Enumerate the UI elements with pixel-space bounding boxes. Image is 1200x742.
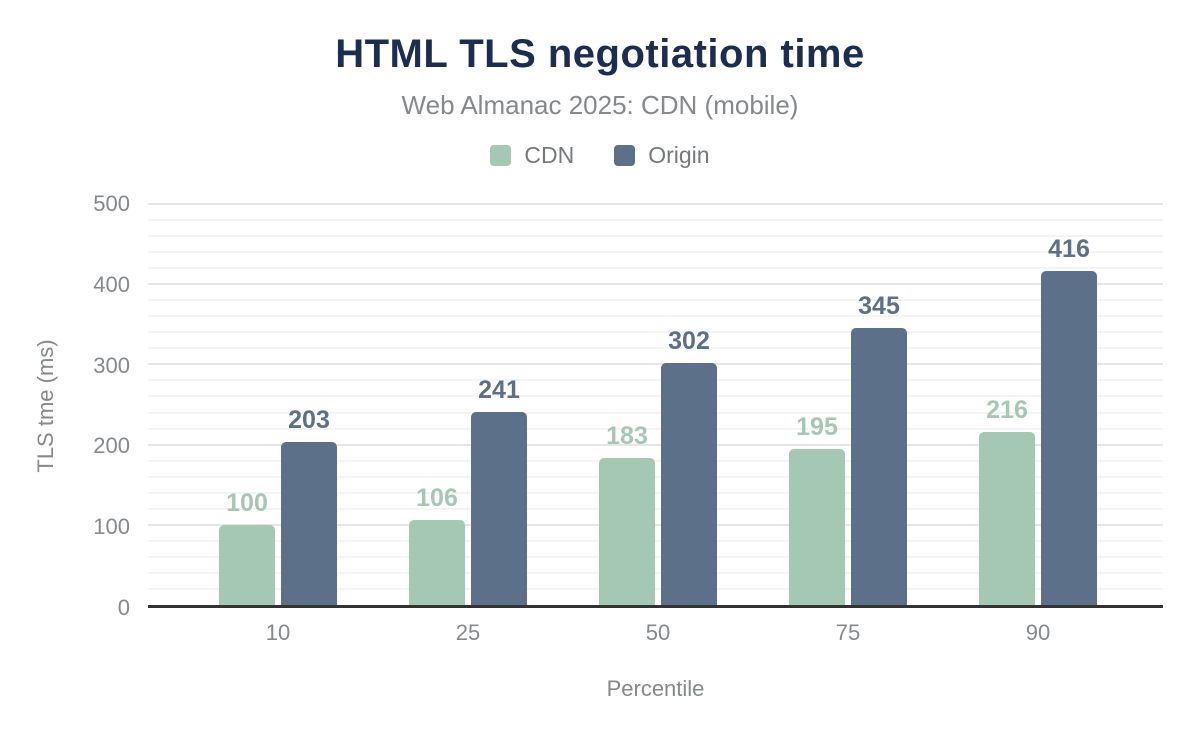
- value-label-origin: 345: [858, 292, 900, 321]
- value-label-origin: 241: [478, 375, 520, 404]
- legend-label-origin: Origin: [648, 142, 710, 168]
- bar-origin: [471, 411, 527, 605]
- bar-wrap-cdn: 183: [599, 204, 655, 605]
- x-tick-label: 25: [455, 620, 481, 645]
- bar-wrap-origin: 203: [281, 204, 337, 605]
- gridline-major: [148, 443, 1163, 446]
- value-label-cdn: 195: [796, 412, 838, 441]
- y-tick-label: 0: [117, 595, 130, 620]
- gridline-minor: [148, 411, 1163, 414]
- gridline-major: [148, 523, 1163, 526]
- bar-origin: [281, 442, 337, 605]
- bar-group-75: 195 345 75: [753, 204, 943, 645]
- gridline-minor: [148, 347, 1163, 350]
- bar-origin: [661, 362, 717, 605]
- bar-wrap-origin: 241: [471, 204, 527, 605]
- gridline-minor: [148, 491, 1163, 494]
- gridline-minor: [148, 267, 1163, 270]
- x-tick-label: 10: [265, 620, 291, 645]
- bar-cdn: [979, 431, 1035, 605]
- y-tick-label: 100: [93, 514, 130, 540]
- value-label-cdn: 183: [606, 422, 648, 451]
- gridline-minor: [148, 539, 1163, 542]
- legend-swatch-cdn: [490, 145, 512, 166]
- plot-bands: 100 203 10 106 241 25 183 302 50 195 345 75 216 416 90: [148, 204, 1163, 645]
- bar-wrap-cdn: 195: [789, 204, 845, 605]
- bar-group-50: 183 302 50: [563, 204, 753, 645]
- gridline-minor: [148, 235, 1163, 238]
- plot-area: 100 203 10 106 241 25 183 302 50 195 345 75 216 416 90: [148, 203, 1163, 645]
- gridline-minor: [148, 331, 1163, 334]
- value-label-origin: 416: [1048, 235, 1090, 264]
- y-axis-ticks: 0 100 200 300 400 500: [0, 192, 130, 620]
- gridline-major: [148, 203, 1163, 205]
- legend-item-origin[interactable]: Origin: [614, 142, 710, 169]
- x-tick-label: 75: [835, 620, 861, 645]
- bar-origin: [1041, 271, 1097, 605]
- bar-origin: [851, 328, 907, 605]
- gridline-minor: [148, 475, 1163, 478]
- bar-cdn: [599, 458, 655, 605]
- gridline-major: [148, 363, 1163, 366]
- legend-label-cdn: CDN: [524, 142, 575, 168]
- bar-cdn: [789, 448, 845, 605]
- x-tick-label: 90: [1025, 620, 1051, 645]
- gridline-major: [148, 283, 1163, 286]
- y-tick-label: 200: [93, 433, 130, 459]
- x-tick-label: 50: [645, 620, 671, 645]
- bar-cdn: [409, 520, 465, 605]
- value-label-cdn: 100: [226, 488, 268, 517]
- chart-title: HTML TLS negotiation time: [335, 32, 865, 76]
- bar-cdn: [219, 524, 275, 605]
- y-tick-label: 500: [93, 191, 130, 216]
- gridline-minor: [148, 395, 1163, 398]
- bar-wrap-origin: 345: [851, 204, 907, 605]
- value-label-cdn: 106: [416, 484, 458, 512]
- bar-wrap-origin: 302: [661, 204, 717, 605]
- bar-group-10: 100 203 10: [183, 204, 373, 645]
- bar-wrap-origin: 416: [1041, 204, 1097, 605]
- legend-item-cdn[interactable]: CDN: [490, 142, 574, 169]
- y-tick-label: 400: [93, 271, 130, 297]
- gridline-minor: [148, 299, 1163, 302]
- gridline-minor: [148, 555, 1163, 558]
- bar-group-90: 216 416 90: [943, 204, 1133, 645]
- gridline-minor: [148, 587, 1163, 590]
- value-label-origin: 203: [288, 406, 330, 435]
- gridline-minor: [148, 571, 1163, 574]
- bar-group-25: 106 241 25: [373, 204, 563, 645]
- bar-wrap-cdn: 100: [219, 204, 275, 605]
- gridline-minor: [148, 219, 1163, 222]
- value-label-origin: 302: [668, 326, 710, 355]
- bar-wrap-cdn: 216: [979, 204, 1035, 605]
- value-label-cdn: 216: [986, 395, 1028, 424]
- gridline-minor: [148, 251, 1163, 254]
- bar-wrap-cdn: 106: [409, 204, 465, 605]
- gridline-minor: [148, 507, 1163, 510]
- legend-swatch-origin: [614, 145, 636, 166]
- gridline-minor: [148, 315, 1163, 318]
- x-axis-title: Percentile: [606, 676, 705, 701]
- gridline-minor: [148, 379, 1163, 382]
- legend: CDN Origin: [0, 142, 1200, 169]
- gridline-minor: [148, 427, 1163, 430]
- gridline-minor: [148, 459, 1163, 462]
- y-tick-label: 300: [93, 352, 130, 378]
- chart-subtitle: Web Almanac 2025: CDN (mobile): [401, 90, 799, 120]
